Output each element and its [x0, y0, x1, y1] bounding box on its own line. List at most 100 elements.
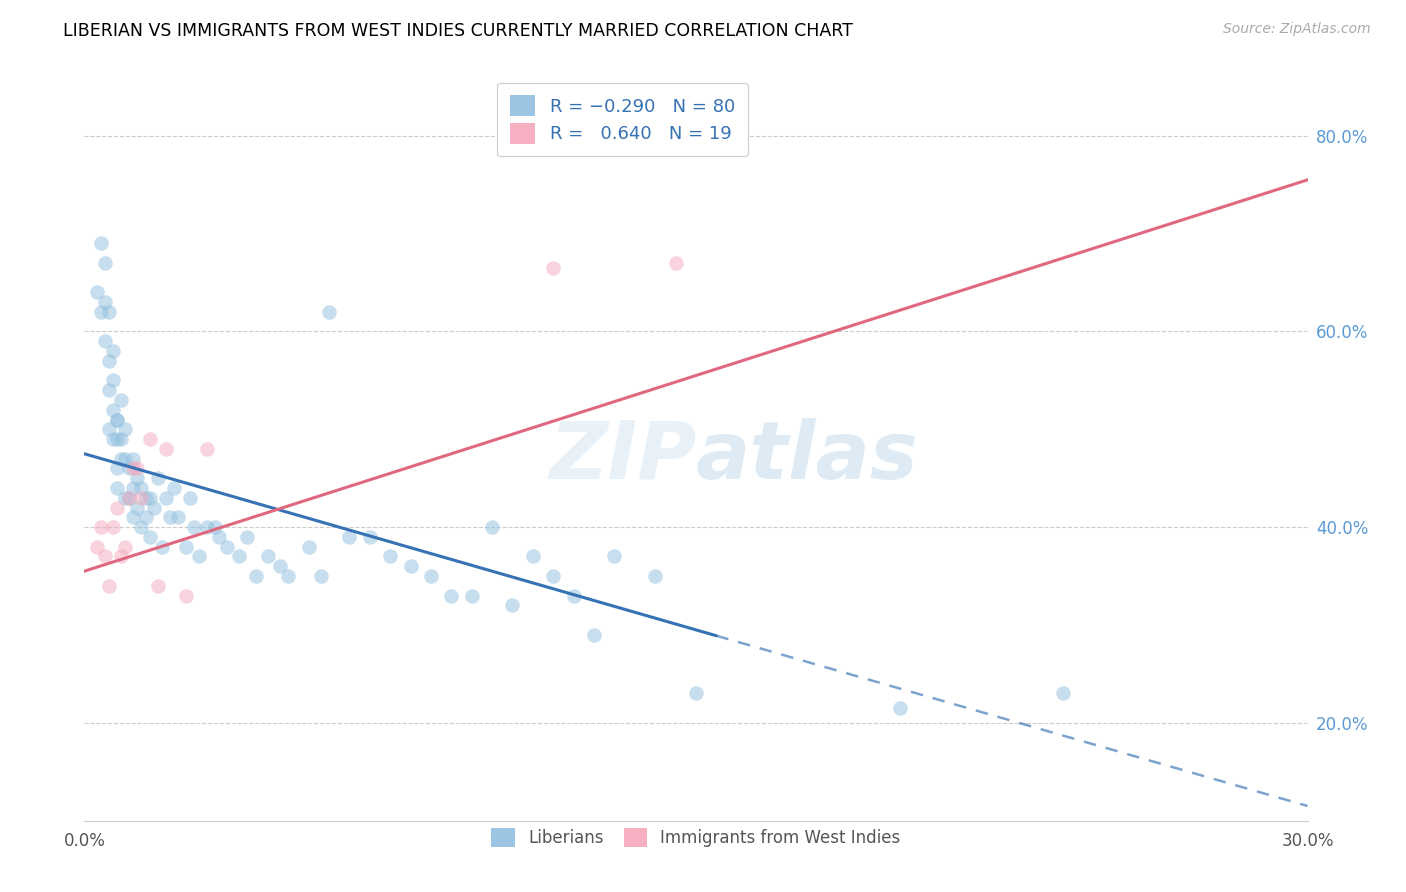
- Point: [277, 569, 299, 583]
- Point: [97, 579, 120, 593]
- Point: [245, 569, 267, 583]
- Point: [110, 432, 132, 446]
- Point: [236, 530, 259, 544]
- Point: [138, 491, 160, 505]
- Point: [127, 461, 149, 475]
- Point: [122, 461, 145, 475]
- Point: [131, 481, 153, 495]
- Text: Source: ZipAtlas.com: Source: ZipAtlas.com: [1223, 22, 1371, 37]
- Point: [167, 510, 190, 524]
- Point: [257, 549, 280, 564]
- Point: [420, 569, 443, 583]
- Point: [603, 549, 626, 564]
- Point: [146, 579, 169, 593]
- Point: [127, 471, 149, 485]
- Point: [562, 589, 585, 603]
- Point: [502, 599, 524, 613]
- Point: [110, 392, 132, 407]
- Text: ZIP: ZIP: [548, 417, 696, 496]
- Point: [118, 491, 141, 505]
- Point: [118, 491, 141, 505]
- Point: [195, 520, 218, 534]
- Point: [90, 236, 112, 251]
- Point: [114, 422, 136, 436]
- Point: [380, 549, 402, 564]
- Point: [665, 256, 688, 270]
- Point: [138, 432, 160, 446]
- Point: [97, 305, 120, 319]
- Point: [187, 549, 209, 564]
- Point: [110, 549, 132, 564]
- Point: [309, 569, 332, 583]
- Point: [318, 305, 340, 319]
- Point: [481, 520, 503, 534]
- Point: [105, 432, 128, 446]
- Point: [155, 491, 177, 505]
- Point: [97, 354, 120, 368]
- Point: [146, 471, 169, 485]
- Point: [228, 549, 250, 564]
- Point: [179, 491, 201, 505]
- Point: [122, 481, 145, 495]
- Point: [93, 334, 115, 349]
- Point: [1052, 686, 1074, 700]
- Point: [208, 530, 231, 544]
- Point: [101, 373, 124, 387]
- Point: [155, 442, 177, 456]
- Point: [135, 491, 157, 505]
- Point: [90, 305, 112, 319]
- Point: [174, 540, 197, 554]
- Point: [269, 559, 291, 574]
- Point: [135, 510, 157, 524]
- Text: LIBERIAN VS IMMIGRANTS FROM WEST INDIES CURRENTLY MARRIED CORRELATION CHART: LIBERIAN VS IMMIGRANTS FROM WEST INDIES …: [63, 22, 853, 40]
- Point: [522, 549, 544, 564]
- Point: [163, 481, 186, 495]
- Point: [93, 256, 115, 270]
- Point: [195, 442, 218, 456]
- Point: [101, 520, 124, 534]
- Point: [131, 491, 153, 505]
- Point: [105, 500, 128, 515]
- Text: atlas: atlas: [696, 417, 918, 496]
- Point: [889, 701, 911, 715]
- Point: [105, 481, 128, 495]
- Point: [118, 461, 141, 475]
- Point: [543, 260, 565, 275]
- Point: [93, 549, 115, 564]
- Point: [183, 520, 205, 534]
- Point: [138, 530, 160, 544]
- Point: [399, 559, 422, 574]
- Point: [461, 589, 484, 603]
- Point: [217, 540, 239, 554]
- Point: [86, 540, 108, 554]
- Point: [101, 402, 124, 417]
- Point: [114, 491, 136, 505]
- Point: [93, 295, 115, 310]
- Point: [114, 540, 136, 554]
- Point: [685, 686, 707, 700]
- Point: [90, 520, 112, 534]
- Point: [105, 461, 128, 475]
- Point: [122, 510, 145, 524]
- Point: [131, 520, 153, 534]
- Point: [105, 412, 128, 426]
- Point: [644, 569, 666, 583]
- Point: [110, 451, 132, 466]
- Point: [583, 628, 606, 642]
- Point: [97, 383, 120, 397]
- Point: [101, 344, 124, 359]
- Point: [101, 432, 124, 446]
- Point: [86, 285, 108, 300]
- Point: [159, 510, 181, 524]
- Point: [339, 530, 361, 544]
- Point: [150, 540, 173, 554]
- Point: [204, 520, 226, 534]
- Point: [359, 530, 381, 544]
- Point: [127, 500, 149, 515]
- Point: [114, 451, 136, 466]
- Point: [122, 451, 145, 466]
- Point: [142, 500, 165, 515]
- Point: [105, 412, 128, 426]
- Point: [298, 540, 321, 554]
- Legend: Liberians, Immigrants from West Indies: Liberians, Immigrants from West Indies: [485, 822, 907, 854]
